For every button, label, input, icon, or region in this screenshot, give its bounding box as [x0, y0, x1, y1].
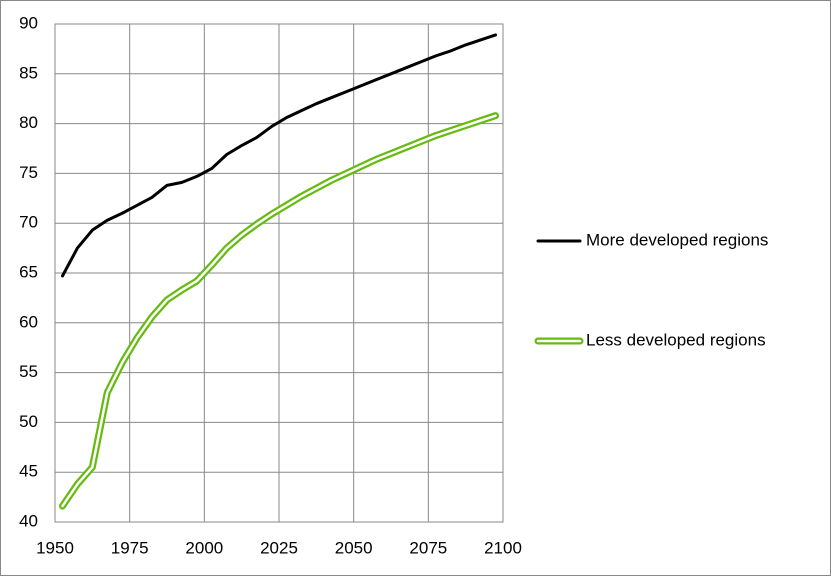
- x-tick-label: 2000: [185, 538, 223, 557]
- legend-label: More developed regions: [586, 230, 768, 249]
- x-tick-label: 2100: [484, 538, 522, 557]
- x-tick-label: 1950: [36, 538, 74, 557]
- y-tick-label: 70: [19, 213, 38, 232]
- y-tick-label: 65: [19, 262, 38, 281]
- y-tick-label: 90: [19, 13, 38, 32]
- series-line-inner: [61, 114, 497, 508]
- series-line: [60, 33, 498, 278]
- y-tick-label: 55: [19, 362, 38, 381]
- legend-label: Less developed regions: [586, 330, 766, 349]
- y-tick-label: 45: [19, 462, 38, 481]
- y-tick-label: 80: [19, 113, 38, 132]
- y-tick-label: 50: [19, 412, 38, 431]
- y-tick-label: 85: [19, 63, 38, 82]
- x-tick-label: 1975: [111, 538, 149, 557]
- y-tick-label: 75: [19, 163, 38, 182]
- x-tick-label: 2025: [260, 538, 298, 557]
- y-tick-label: 60: [19, 312, 38, 331]
- x-tick-label: 2075: [409, 538, 447, 557]
- y-tick-label: 40: [19, 511, 38, 530]
- plot-frame: [54, 23, 504, 523]
- x-tick-label: 2050: [335, 538, 373, 557]
